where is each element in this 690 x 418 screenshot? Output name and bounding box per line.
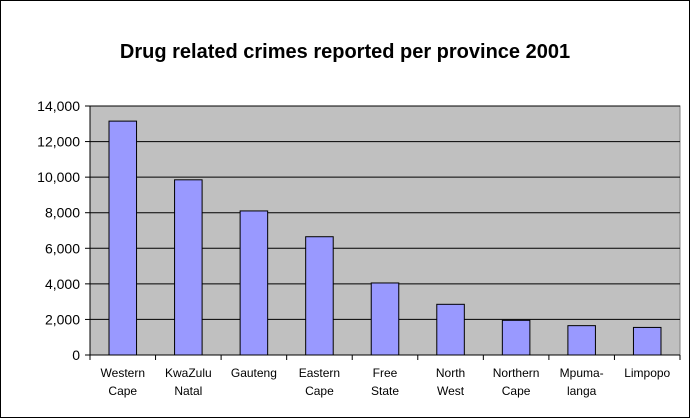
x-tick-label: Limpopo [624,366,670,380]
bar [436,303,465,356]
bar [174,179,203,356]
y-tick-label: 2,000 [45,311,80,327]
y-tick-label: 12,000 [37,134,80,150]
y-tick-label: 8,000 [45,205,80,221]
y-tick-label: 14,000 [37,98,80,114]
x-tick-label: North West [436,366,465,398]
x-tick-label: Mpuma-langa [560,366,604,398]
bar [632,326,662,356]
x-tick-label: Northern Cape [493,366,540,398]
x-tick-label: Western Cape [101,366,145,398]
bars [108,120,662,356]
y-tick-label: 6,000 [45,240,80,256]
x-tick-label: Free State [371,366,399,398]
x-tick-label: Eastern Cape [299,366,340,398]
bar [239,210,269,356]
y-tick-label: 10,000 [37,169,80,185]
y-axis: 0 2,000 4,000 6,000 8,000 10,000 12,000 14,000 [37,98,91,363]
bar [501,319,531,356]
bar [370,282,400,356]
bar [305,236,334,356]
y-tick-label: 0 [72,347,80,363]
y-tick-label: 4,000 [45,276,80,292]
x-tick-label: KwaZulu Natal [165,366,212,398]
bar [567,325,596,356]
x-axis: Western Cape KwaZulu Natal Gauteng Eastern Cap… [89,354,681,398]
bar [108,120,138,356]
chart-title: Drug related crimes reported per provinc… [120,41,570,63]
x-tick-label: Gauteng [231,366,277,380]
